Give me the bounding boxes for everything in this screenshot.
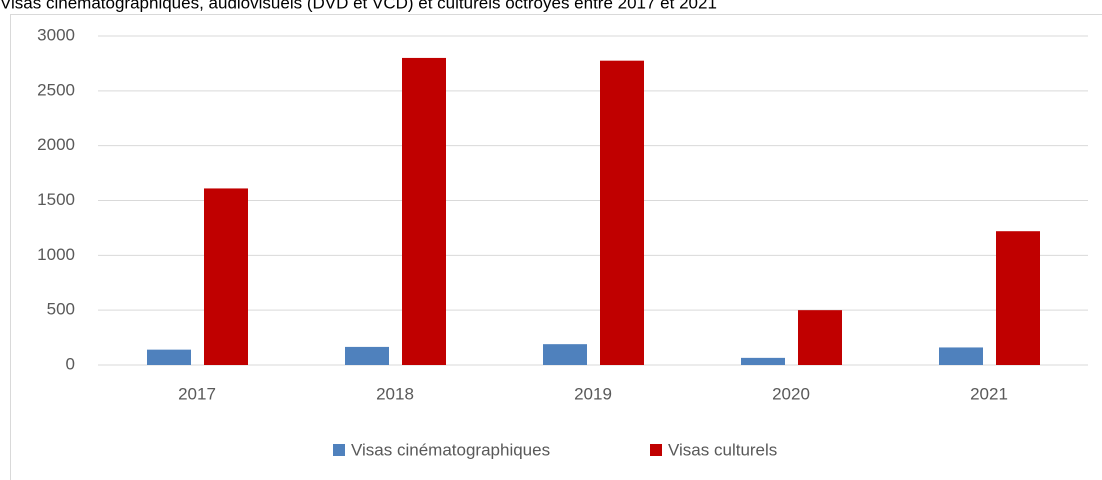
bar [741, 357, 785, 365]
y-tick-label: 500 [47, 300, 75, 319]
y-tick-label: 1000 [37, 245, 75, 264]
x-tick-label: 2018 [376, 384, 414, 403]
bar [798, 310, 842, 365]
legend-label: Visas cinématographiques [351, 440, 550, 459]
y-tick-label: 0 [66, 354, 75, 373]
chart-border [10, 14, 1102, 480]
y-tick-label: 3000 [37, 25, 75, 44]
bar [402, 57, 446, 365]
bar [543, 344, 587, 365]
bar [345, 346, 389, 365]
bar [147, 349, 191, 365]
x-tick-label: 2021 [970, 384, 1008, 403]
x-tick-label: 2017 [178, 384, 216, 403]
chart-title: Visas cinématographiques, audiovisuels (… [0, 0, 717, 12]
legend-swatch [333, 444, 345, 456]
y-tick-label: 2000 [37, 135, 75, 154]
bar [996, 231, 1040, 365]
y-tick-label: 2500 [37, 80, 75, 99]
legend-label: Visas culturels [668, 440, 777, 459]
bar [939, 347, 983, 365]
bar [204, 188, 248, 365]
y-tick-label: 1500 [37, 190, 75, 209]
bar [600, 60, 644, 366]
legend-swatch [650, 444, 662, 456]
x-tick-label: 2020 [772, 384, 810, 403]
x-tick-label: 2019 [574, 384, 612, 403]
